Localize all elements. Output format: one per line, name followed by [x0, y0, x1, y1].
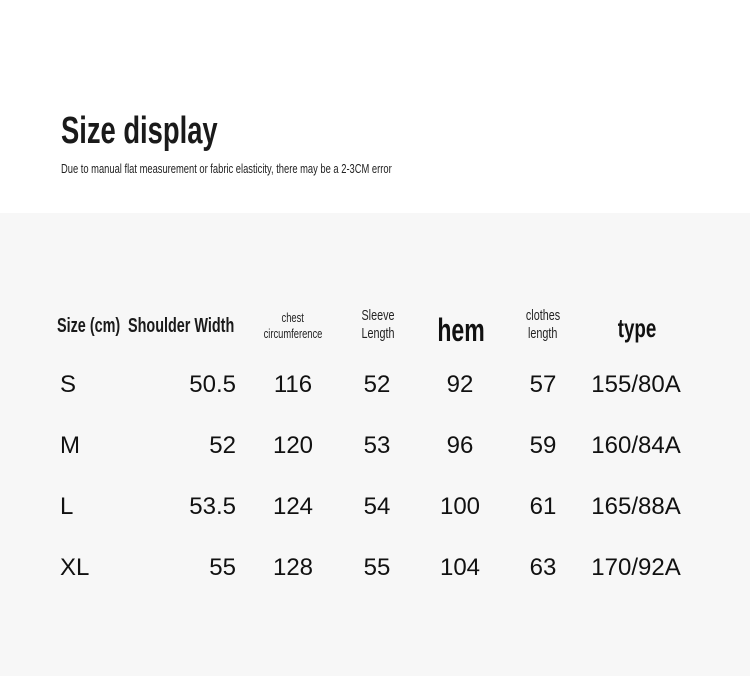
- cell-sleeve-length: 53: [363, 432, 391, 459]
- cell-type: 160/84A: [591, 432, 681, 459]
- col-header-chest: chest circumference: [263, 310, 323, 341]
- cell-chest: 124: [272, 493, 314, 520]
- subtitle: Due to manual flat measurement or fabric…: [61, 161, 392, 176]
- header-section: Size display Due to manual flat measurem…: [0, 0, 750, 213]
- cell-chest: 128: [272, 554, 314, 581]
- col-header-hem: hem: [437, 312, 485, 348]
- col-header-size: Size (cm): [57, 315, 121, 337]
- cell-size: L: [60, 493, 74, 520]
- cell-size: XL: [60, 554, 90, 581]
- cell-type: 155/80A: [591, 371, 681, 398]
- col-header-shoulder: Shoulder Width: [128, 315, 235, 337]
- cell-shoulder-width: 55: [209, 554, 236, 581]
- cell-chest: 120: [272, 432, 314, 459]
- cell-shoulder-width: 52: [209, 432, 236, 459]
- cell-size: S: [60, 371, 77, 398]
- cell-size: M: [60, 432, 80, 459]
- cell-clothes-length: 59: [529, 432, 557, 459]
- cell-sleeve-length: 52: [363, 371, 391, 398]
- cell-type: 170/92A: [591, 554, 681, 581]
- cell-shoulder-width: 53.5: [189, 493, 236, 520]
- cell-shoulder-width: 50.5: [189, 371, 236, 398]
- col-header-type: type: [617, 313, 657, 343]
- cell-clothes-length: 63: [529, 554, 557, 581]
- cell-sleeve-length: 54: [363, 493, 391, 520]
- cell-chest: 116: [273, 371, 313, 398]
- col-header-clothes-length: clothes length: [525, 307, 561, 342]
- cell-clothes-length: 61: [529, 493, 557, 520]
- page-title: Size display: [61, 110, 218, 152]
- size-table-section: [0, 213, 750, 676]
- cell-type: 165/88A: [591, 493, 681, 520]
- cell-sleeve-length: 55: [363, 554, 391, 581]
- col-header-sleeve: Sleeve Length: [361, 307, 395, 342]
- cell-clothes-length: 57: [529, 371, 557, 398]
- cell-hem: 96: [446, 432, 474, 459]
- cell-hem: 104: [439, 554, 481, 581]
- cell-hem: 92: [446, 371, 474, 398]
- cell-hem: 100: [439, 493, 481, 520]
